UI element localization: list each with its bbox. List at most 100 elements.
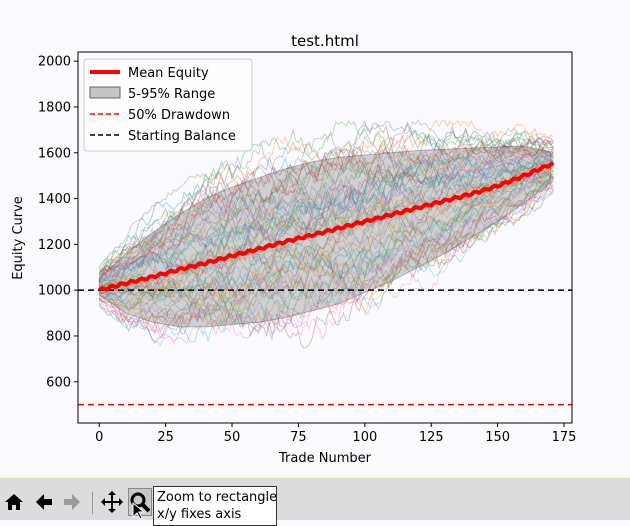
simulation-path xyxy=(98,176,554,309)
legend: Mean Equity 5-95% Range 50% Drawdown Sta… xyxy=(83,58,253,152)
legend-label-range: 5-95% Range xyxy=(128,87,215,102)
back-button[interactable] xyxy=(32,488,56,516)
y-tick-label: 2000 xyxy=(38,55,71,70)
simulation-path xyxy=(98,165,554,297)
simulation-path xyxy=(98,174,554,300)
tooltip-line-1: Zoom to rectangle xyxy=(157,490,277,505)
zoom-icon xyxy=(130,492,151,513)
simulation-path xyxy=(99,143,554,274)
simulation-path xyxy=(98,119,554,273)
simulation-path xyxy=(98,149,554,278)
simulation-path xyxy=(99,138,554,278)
range-band-area xyxy=(98,145,552,328)
simulation-path xyxy=(98,140,554,281)
simulation-lines xyxy=(98,119,554,349)
simulation-path xyxy=(99,152,554,279)
simulation-path xyxy=(99,182,554,328)
tooltip-line-2: x/y fixes axis xyxy=(157,507,242,522)
simulation-path xyxy=(98,151,554,282)
reference-lines xyxy=(78,289,572,406)
x-axis-label: Trade Number xyxy=(278,451,372,466)
toolbar-separator xyxy=(92,492,93,514)
y-tick-label: 600 xyxy=(46,375,71,390)
navigation-toolbar xyxy=(0,475,630,520)
simulation-path xyxy=(99,164,554,305)
y-axis-label: Equity Curve xyxy=(11,196,26,280)
simulation-path xyxy=(99,174,554,330)
simulation-path xyxy=(98,182,554,341)
x-tick-label: 125 xyxy=(419,430,444,445)
pan-icon xyxy=(101,491,123,513)
back-icon xyxy=(36,494,52,510)
simulation-path xyxy=(98,120,554,275)
simulation-path xyxy=(98,163,554,300)
y-tick-label: 1600 xyxy=(38,146,71,161)
simulation-path xyxy=(99,143,554,274)
legend-label-start: Starting Balance xyxy=(128,129,236,144)
simulation-path xyxy=(98,157,554,284)
chart-title: test.html xyxy=(291,32,359,50)
simulation-path xyxy=(98,141,554,279)
simulation-path xyxy=(98,139,554,278)
x-tick-label: 50 xyxy=(224,430,241,445)
forward-icon xyxy=(64,494,80,510)
simulation-path xyxy=(98,132,554,274)
simulation-path xyxy=(98,154,554,285)
simulation-path xyxy=(99,158,554,289)
simulation-path xyxy=(98,170,554,311)
simulation-path xyxy=(99,176,554,301)
simulation-path xyxy=(98,174,554,316)
x-axis: 0 25 50 75 100 125 150 175 xyxy=(95,423,576,445)
mean-line xyxy=(97,161,555,292)
simulation-path xyxy=(99,176,554,320)
simulation-path xyxy=(99,173,554,310)
simulation-path xyxy=(98,150,554,281)
mouse-cursor-icon xyxy=(132,502,146,520)
x-tick-label: 100 xyxy=(352,430,377,445)
simulation-path xyxy=(98,159,554,285)
y-tick-label: 1400 xyxy=(38,192,71,207)
simulation-path xyxy=(98,135,554,277)
figure-canvas: test.html 0 25 50 75 100 125 150 175 600 800 1000… xyxy=(11,32,576,466)
range-band xyxy=(98,145,552,328)
simulation-path xyxy=(98,146,554,283)
mean-equity-path xyxy=(97,161,555,292)
simulation-path xyxy=(98,184,554,346)
simulation-path xyxy=(99,133,554,270)
simulation-path xyxy=(98,192,554,349)
legend-frame xyxy=(83,58,253,152)
simulation-path xyxy=(98,188,554,344)
y-tick-label: 1200 xyxy=(38,238,71,253)
x-tick-label: 175 xyxy=(552,430,577,445)
simulation-path xyxy=(98,160,554,296)
y-tick-label: 1800 xyxy=(38,100,71,115)
simulation-path xyxy=(99,119,554,272)
y-axis: 600 800 1000 1200 1400 1600 1800 2000 xyxy=(38,55,78,390)
simulation-path xyxy=(98,163,554,289)
simulation-path xyxy=(98,184,554,330)
tooltip: Zoom to rectangle x/y fixes axis xyxy=(153,486,277,526)
y-tick-label: 1000 xyxy=(38,284,71,299)
simulation-path xyxy=(99,139,554,277)
simulation-path xyxy=(98,137,554,277)
pan-button[interactable] xyxy=(100,488,124,516)
legend-label-mean: Mean Equity xyxy=(128,66,209,81)
simulation-path xyxy=(98,154,554,283)
x-tick-label: 75 xyxy=(290,430,307,445)
simulation-path xyxy=(99,172,554,321)
simulation-path xyxy=(99,161,554,294)
simulation-path xyxy=(98,184,554,327)
forward-button[interactable] xyxy=(60,488,84,516)
home-button[interactable] xyxy=(2,488,26,516)
simulation-path xyxy=(98,173,554,318)
simulation-path xyxy=(98,187,554,347)
simulation-path xyxy=(99,174,554,317)
y-tick-label: 800 xyxy=(46,329,71,344)
simulation-path xyxy=(98,120,554,268)
x-tick-label: 150 xyxy=(485,430,510,445)
simulation-path xyxy=(98,186,554,331)
simulation-path xyxy=(99,159,554,294)
simulation-path xyxy=(98,119,554,270)
simulation-path xyxy=(98,152,554,282)
plot-frame xyxy=(77,51,573,424)
